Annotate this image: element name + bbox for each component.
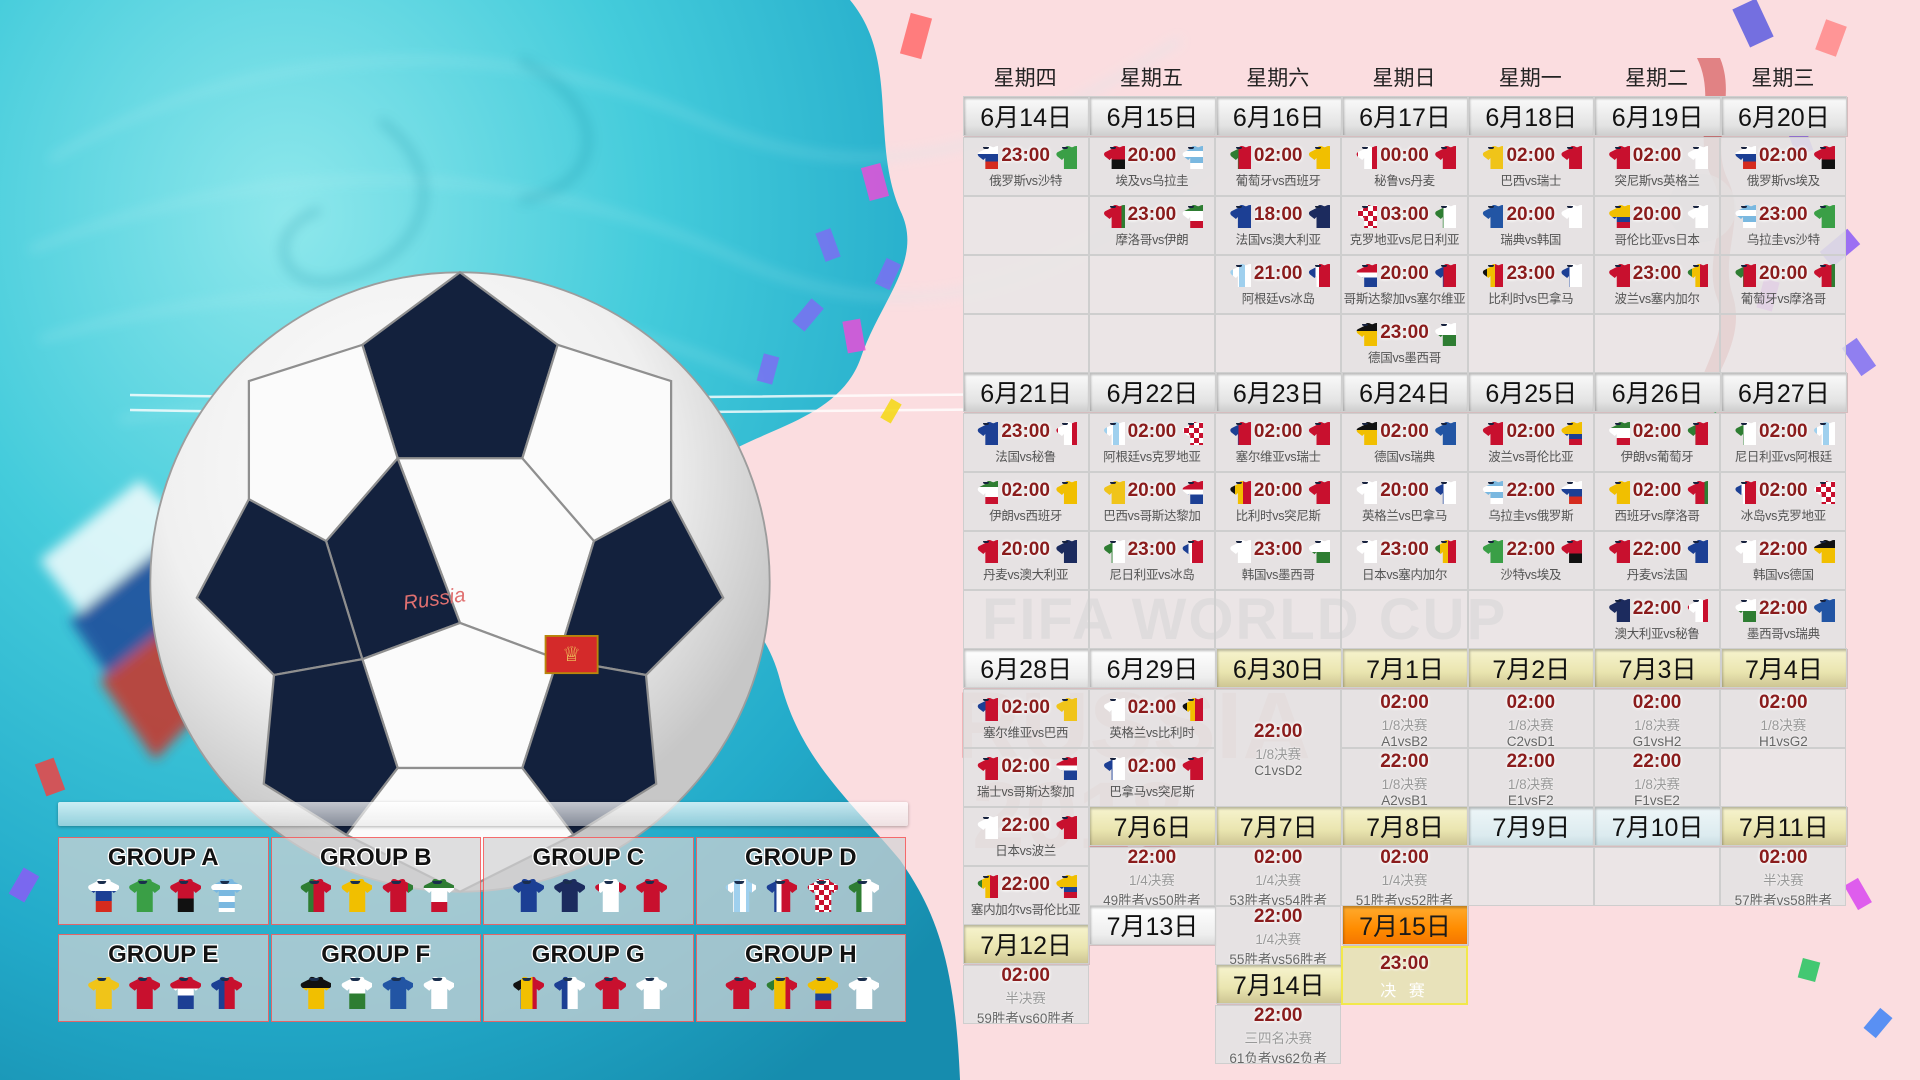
svg-text:♕: ♕ bbox=[562, 643, 580, 666]
